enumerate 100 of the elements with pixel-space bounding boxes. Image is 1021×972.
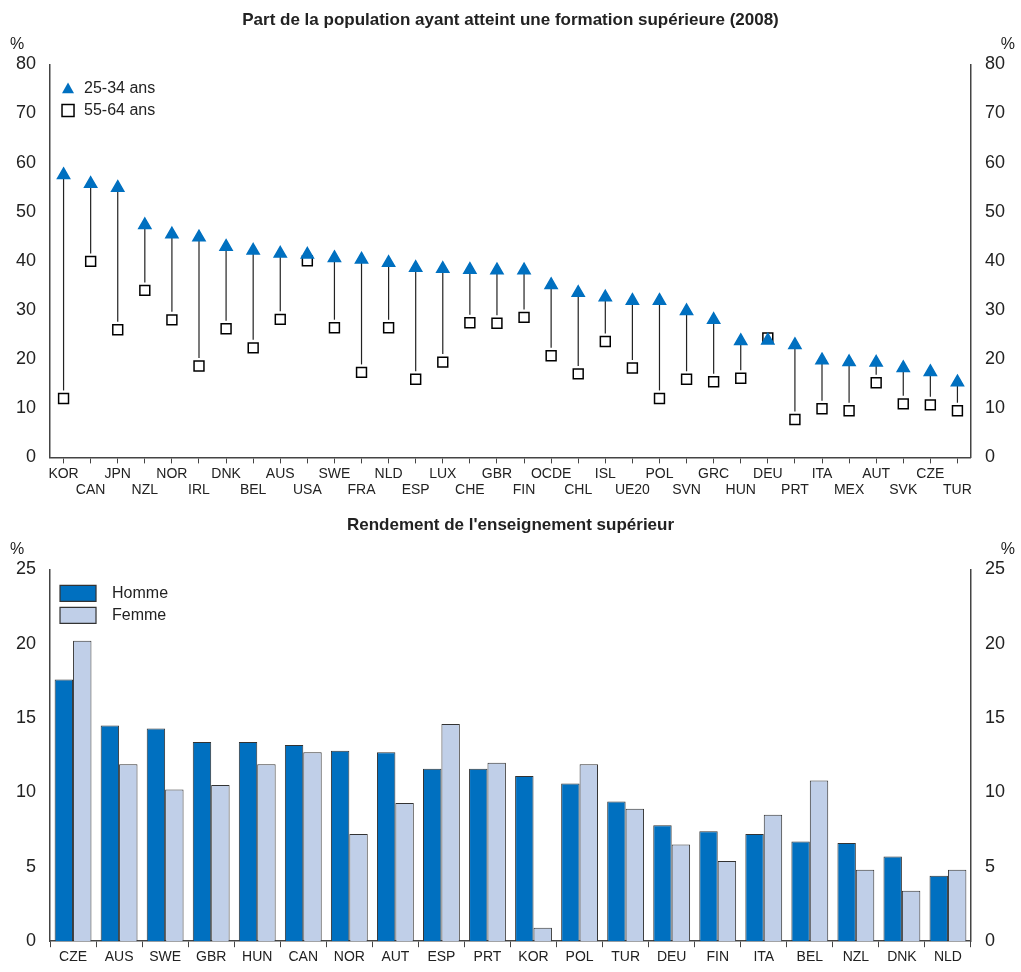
y-axis-title: % [10,539,25,557]
y2-tick-label: 0 [984,930,995,951]
y-tick-label: 10 [15,781,37,802]
point [815,352,829,365]
point [924,399,937,411]
x-tick-label: CAN [288,948,319,965]
y-tick-label: 20 [15,348,37,369]
point [138,217,152,230]
point [788,337,802,350]
x-tick-label: TUR [611,948,641,965]
point [57,392,70,405]
x-tick-label: GBR [481,464,513,481]
x-tick-label: SWE [149,948,182,965]
x-tick-label: SVN [672,481,701,498]
y-tick-label: 80 [15,53,37,74]
point [410,373,422,385]
x-tick-label: AUT [862,464,891,481]
point [545,350,557,362]
x-tick-label: PRT [473,948,502,965]
x-tick-label: USA [292,481,323,498]
point [869,354,883,367]
point [897,398,909,410]
point [680,373,693,385]
x-tick-label: TUR [943,481,972,498]
point [328,322,341,334]
x-tick-label: ITA [753,948,775,965]
x-tick-label: CZE [916,464,945,481]
y2-tick-label: 30 [984,298,1006,319]
x-tick-label: LUX [429,464,458,481]
x-tick-label: IRL [188,481,211,498]
x-tick-label: PRT [781,481,810,498]
x-tick-label: HUN [242,948,273,965]
x-tick-label: AUS [265,464,295,481]
point [84,255,97,268]
point [165,226,179,239]
x-tick-label: KOR [518,948,549,965]
y-tick-label: 20 [15,632,37,653]
x-tick-label: GBR [196,948,227,965]
x-tick-label: HUN [725,481,756,498]
y-tick-label: 30 [15,298,37,319]
y-tick-label: 60 [15,151,37,172]
point [789,413,801,426]
chart-title: Part de la population ayant atteint une formation supérieure (2008) [242,9,779,29]
point [679,303,694,316]
point [843,405,855,417]
point [247,342,259,354]
point [598,289,613,302]
x-tick-label: CZE [59,948,88,965]
x-tick-label: NOR [156,464,188,481]
y2-axis-title: % [1000,539,1015,557]
point [951,405,964,417]
x-tick-label: POL [565,948,594,965]
point [490,262,504,275]
point [464,317,476,329]
y2-tick-label: 20 [984,632,1006,653]
point [653,392,666,405]
x-tick-label: BEL [239,481,267,498]
y2-tick-label: 0 [984,446,995,467]
x-tick-label: NLD [374,464,403,481]
point [870,377,882,389]
y-tick-label: 0 [26,446,37,467]
y2-tick-label: 80 [984,53,1006,74]
x-tick-label: SVK [889,481,918,498]
y-tick-label: 5 [26,855,37,876]
point [193,360,205,372]
point [923,364,938,377]
x-tick-label: GRC [698,464,730,481]
point [274,313,286,326]
point [219,238,233,251]
y-tick-label: 10 [15,397,37,418]
point [382,322,395,334]
x-tick-label: NZL [131,481,159,498]
y-tick-label: 50 [15,200,37,221]
y-tick-label: 15 [15,707,37,728]
y2-tick-label: 25 [984,558,1006,579]
point [706,312,721,325]
point [571,285,586,298]
point [408,260,423,273]
point [733,333,748,346]
legend-label: Femme [112,605,167,623]
point [599,335,611,348]
legend-label: 55-64 ans [84,100,156,118]
point [491,317,503,329]
x-tick-label: NLD [933,948,962,965]
point [625,292,640,305]
x-tick-label: FIN [706,948,729,965]
x-tick-label: NOR [333,948,365,965]
x-tick-label: UE20 [614,481,651,498]
x-tick-label: CHL [564,481,593,498]
point [273,245,288,258]
chart-title: Rendement de l'enseignement supérieur [346,514,675,534]
y2-tick-label: 15 [984,707,1006,728]
x-tick-label: CHE [455,481,485,498]
point [626,362,639,374]
x-tick-label: FRA [347,481,377,498]
point [707,376,720,388]
x-tick-label: BEL [796,948,824,965]
point [463,261,477,274]
point [56,167,71,180]
x-tick-label: ISL [594,464,617,481]
